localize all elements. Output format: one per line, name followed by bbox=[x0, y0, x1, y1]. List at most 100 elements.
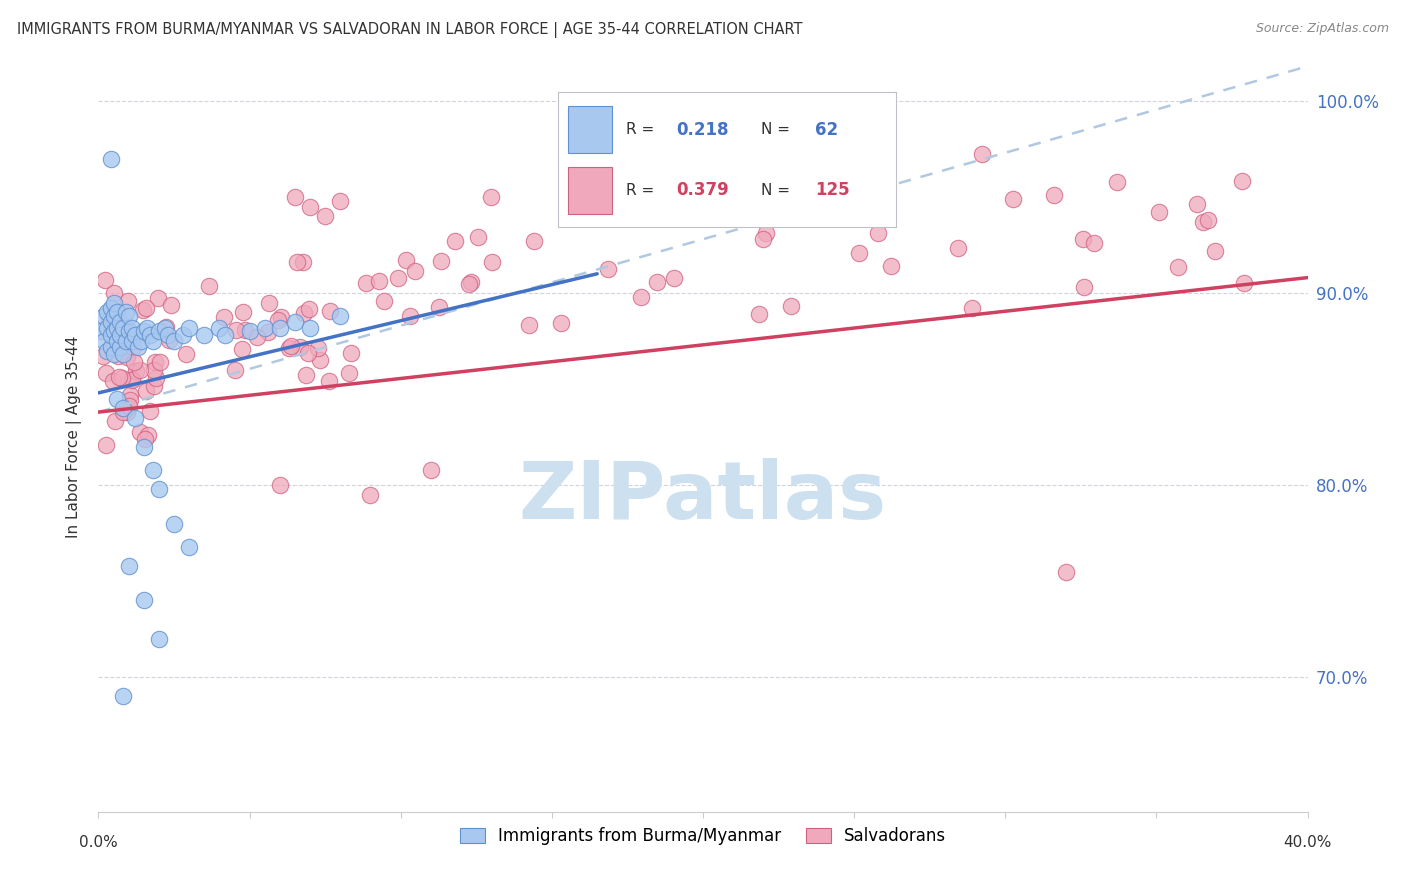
Point bbox=[399, 309, 422, 323]
Point bbox=[114, 334, 136, 348]
Point bbox=[517, 318, 540, 332]
Point bbox=[866, 226, 889, 240]
Point bbox=[179, 320, 201, 334]
Point bbox=[284, 190, 307, 204]
Point bbox=[318, 374, 340, 388]
Point bbox=[172, 328, 194, 343]
Point bbox=[848, 246, 870, 260]
Point bbox=[1192, 215, 1215, 229]
Point bbox=[420, 463, 443, 477]
Point bbox=[100, 340, 122, 354]
Point bbox=[780, 299, 803, 313]
Point bbox=[430, 253, 453, 268]
Point bbox=[100, 301, 122, 316]
Point bbox=[135, 320, 157, 334]
Point bbox=[1147, 205, 1170, 219]
Point bbox=[132, 302, 155, 317]
Point bbox=[121, 371, 143, 385]
Point bbox=[460, 276, 482, 290]
Point bbox=[138, 404, 160, 418]
Point bbox=[972, 146, 994, 161]
Point bbox=[225, 323, 247, 337]
Point bbox=[278, 341, 301, 355]
Point bbox=[129, 334, 152, 348]
Point bbox=[108, 315, 131, 329]
Point bbox=[288, 340, 311, 354]
Point bbox=[121, 334, 143, 348]
Point bbox=[142, 463, 165, 477]
Point bbox=[100, 328, 122, 343]
Point bbox=[103, 285, 125, 300]
Point bbox=[354, 276, 377, 290]
Point bbox=[118, 400, 141, 414]
Point bbox=[120, 388, 142, 402]
Point bbox=[120, 326, 142, 341]
Point bbox=[174, 347, 197, 361]
Text: IMMIGRANTS FROM BURMA/MYANMAR VS SALVADORAN IN LABOR FORCE | AGE 35-44 CORRELATI: IMMIGRANTS FROM BURMA/MYANMAR VS SALVADO… bbox=[17, 22, 803, 38]
Point bbox=[134, 432, 156, 446]
Point bbox=[193, 328, 215, 343]
Point bbox=[946, 241, 969, 255]
Point bbox=[659, 189, 682, 203]
Point bbox=[103, 347, 125, 361]
Point bbox=[1002, 192, 1025, 206]
Point bbox=[550, 316, 572, 330]
Point bbox=[404, 263, 426, 277]
Point bbox=[1083, 235, 1105, 250]
Point bbox=[960, 301, 983, 315]
Point bbox=[295, 368, 318, 383]
Point bbox=[111, 370, 134, 384]
Point bbox=[96, 343, 118, 358]
Point bbox=[523, 234, 546, 248]
Point bbox=[103, 295, 125, 310]
Point bbox=[752, 194, 775, 208]
Point bbox=[125, 364, 148, 378]
Point bbox=[214, 328, 236, 343]
Text: 40.0%: 40.0% bbox=[1284, 835, 1331, 850]
Point bbox=[122, 340, 145, 354]
Point bbox=[157, 334, 180, 348]
Point bbox=[307, 342, 329, 356]
Point bbox=[108, 328, 131, 343]
Point bbox=[94, 272, 117, 286]
Point bbox=[135, 384, 157, 399]
Point bbox=[285, 255, 308, 269]
Point bbox=[1232, 174, 1254, 188]
Point bbox=[256, 325, 278, 339]
Point bbox=[1233, 276, 1256, 290]
Point bbox=[124, 355, 146, 369]
Point bbox=[115, 405, 138, 419]
Point bbox=[292, 306, 315, 320]
Point bbox=[299, 320, 322, 334]
Point bbox=[232, 304, 254, 318]
Point bbox=[121, 373, 143, 387]
Point bbox=[481, 190, 503, 204]
Point bbox=[329, 309, 352, 323]
Point bbox=[91, 349, 114, 363]
Point bbox=[149, 354, 172, 368]
Point bbox=[105, 303, 128, 318]
Point bbox=[395, 253, 418, 268]
Point bbox=[269, 478, 291, 492]
Point bbox=[103, 374, 125, 388]
Point bbox=[231, 343, 253, 357]
Point bbox=[100, 152, 122, 166]
Point bbox=[270, 310, 292, 324]
Point bbox=[198, 278, 221, 293]
Point bbox=[136, 428, 159, 442]
Point bbox=[1167, 260, 1189, 274]
Point bbox=[112, 344, 135, 359]
Point bbox=[299, 200, 322, 214]
Point bbox=[105, 337, 128, 351]
Point bbox=[596, 262, 619, 277]
Point bbox=[284, 315, 307, 329]
Point bbox=[208, 320, 231, 334]
Point bbox=[118, 393, 141, 408]
Text: Source: ZipAtlas.com: Source: ZipAtlas.com bbox=[1256, 22, 1389, 36]
Point bbox=[124, 328, 146, 343]
Point bbox=[111, 347, 134, 361]
Point bbox=[118, 558, 141, 573]
Point bbox=[755, 226, 778, 240]
Point bbox=[118, 325, 141, 339]
Point bbox=[298, 301, 321, 316]
